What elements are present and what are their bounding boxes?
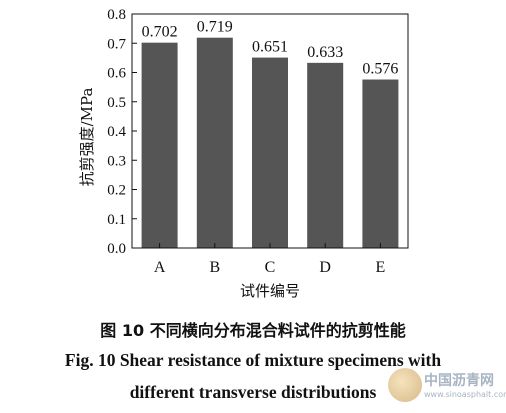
x-tick-label-D: D <box>319 259 331 276</box>
y-tick-label: 0.0 <box>107 241 126 257</box>
watermark: 中国沥青网 www.sinoasphalt.com <box>388 366 506 410</box>
bar-E <box>362 79 399 249</box>
y-tick-label: 0.5 <box>107 95 126 111</box>
x-tick-label-A: A <box>154 259 166 276</box>
figure-caption-english-line1: Fig. 10 Shear resistance of mixture spec… <box>64 350 442 370</box>
x-axis-ticks: A B C D E <box>154 243 385 276</box>
y-axis-ticks: 0.0 0.1 0.2 0.3 0.4 0.5 0.6 0.7 0.8 <box>107 7 137 257</box>
x-axis-title: 试件编号 <box>240 282 300 300</box>
bar-D <box>307 62 344 248</box>
y-tick-label: 0.8 <box>107 7 126 23</box>
y-axis-title: 抗剪强度/MPa <box>78 88 96 187</box>
watermark-logo-icon <box>388 368 422 402</box>
bar-C <box>252 57 288 248</box>
data-label-C: 0.651 <box>252 39 288 56</box>
bars: 0.702 0.719 0.651 0.633 0.576 <box>141 19 399 249</box>
y-tick-label: 0.3 <box>107 153 126 169</box>
data-label-D: 0.633 <box>307 44 343 61</box>
plot-frame <box>131 13 409 249</box>
y-tick-label: 0.6 <box>107 66 126 82</box>
figure-caption-chinese: 图 10 不同横向分布混合料试件的抗剪性能 <box>100 321 406 340</box>
x-tick-label-E: E <box>376 259 386 276</box>
y-tick-label: 0.1 <box>107 212 126 228</box>
watermark-text: 中国沥青网 <box>424 373 494 389</box>
figure-caption-english-line2: different transverse distributions <box>129 382 377 402</box>
x-tick-label-B: B <box>209 259 220 276</box>
bar-A <box>141 42 178 248</box>
y-tick-label: 0.2 <box>107 183 126 199</box>
bar-B <box>196 37 233 248</box>
y-tick-label: 0.4 <box>107 124 126 140</box>
data-label-B: 0.719 <box>197 19 233 36</box>
data-label-A: 0.702 <box>142 24 178 41</box>
data-label-E: 0.576 <box>362 61 398 78</box>
x-tick-label-C: C <box>265 259 276 276</box>
y-tick-label: 0.7 <box>107 36 126 52</box>
bar-chart: 0.00.10.20.30.40.50.60.70.8 0.702 0.7190.… <box>78 7 409 300</box>
watermark-url: www.sinoasphalt.com <box>424 390 506 399</box>
